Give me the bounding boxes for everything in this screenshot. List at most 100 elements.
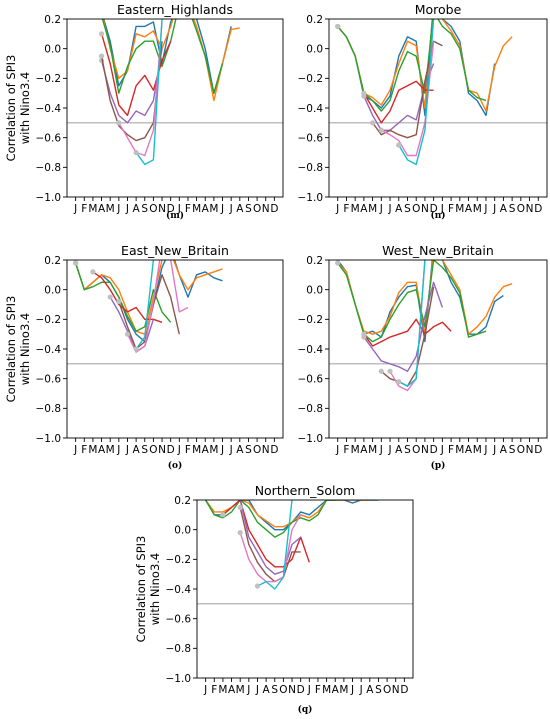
y-tick-label: 0.2 xyxy=(174,495,191,507)
y-tick-label: 0.2 xyxy=(306,14,323,26)
series-line xyxy=(398,260,426,387)
series-start-marker xyxy=(396,142,402,148)
x-tick-label: J xyxy=(203,684,207,696)
x-tick-label: M xyxy=(455,203,464,215)
series-start-marker xyxy=(90,269,96,275)
y-tick-label: 0.0 xyxy=(174,524,191,536)
x-tick-label: N xyxy=(392,684,400,696)
x-tick-label: A xyxy=(366,684,374,696)
panel-caption: (o) xyxy=(168,460,183,471)
x-tick-label: F xyxy=(343,203,349,215)
x-tick-label: A xyxy=(500,444,508,456)
x-tick-label: M xyxy=(351,203,360,215)
x-tick-label: M xyxy=(473,444,482,456)
x-tick-label: A xyxy=(360,444,368,456)
chart-panel: 0.20.0−0.2−0.4−0.6−0.8−1.0J F M A M J J A S O N D J F… xyxy=(4,243,284,471)
y-tick-label: −0.4 xyxy=(36,344,62,356)
x-tick-label: D xyxy=(534,444,542,456)
y-tick-label: −0.4 xyxy=(166,584,192,596)
x-tick-label: J xyxy=(73,444,77,456)
x-tick-label: F xyxy=(448,203,454,215)
x-tick-label: O xyxy=(279,684,287,696)
series-line xyxy=(363,281,444,372)
y-tick-label: −1.0 xyxy=(298,192,324,204)
y-axis-label: with Nino3.4 xyxy=(18,313,32,385)
y-tick-label: −0.6 xyxy=(36,373,62,385)
plot-frame xyxy=(196,499,414,679)
series-start-marker xyxy=(396,379,402,385)
panel-caption: (n) xyxy=(430,210,445,221)
x-tick-label: M xyxy=(368,203,377,215)
series-start-marker xyxy=(220,512,226,518)
series-start-marker xyxy=(335,260,341,266)
x-tick-label: F xyxy=(185,444,191,456)
x-tick-label: O xyxy=(383,684,391,696)
y-tick-label: 0.0 xyxy=(44,43,61,55)
plot-frame xyxy=(66,18,284,198)
x-tick-label: A xyxy=(465,203,473,215)
x-tick-label: J xyxy=(116,444,120,456)
x-tick-label: M xyxy=(106,444,115,456)
y-tick-label: −0.8 xyxy=(298,403,324,415)
series-start-marker xyxy=(361,93,367,99)
chart-panel: 0.20.0−0.2−0.4−0.6−0.8−1.0J F M A M J J A S O N D J F… xyxy=(4,2,284,221)
series-start-marker xyxy=(124,331,131,337)
y-tick-label: −0.8 xyxy=(166,643,192,655)
x-tick-label: O xyxy=(517,203,525,215)
x-tick-label: N xyxy=(262,444,270,456)
series-line xyxy=(204,500,336,538)
y-axis-label: Correlation of SPI3 xyxy=(4,55,18,162)
x-tick-label: J xyxy=(229,203,233,215)
y-tick-label: −0.8 xyxy=(36,403,62,415)
panel-caption: (m) xyxy=(166,210,184,221)
x-tick-label: F xyxy=(211,684,217,696)
x-tick-label: M xyxy=(209,203,218,215)
x-tick-label: O xyxy=(253,203,261,215)
x-tick-label: J xyxy=(229,444,233,456)
series-start-marker xyxy=(370,120,376,126)
y-tick-label: −0.6 xyxy=(166,613,192,625)
x-tick-label: J xyxy=(440,444,444,456)
y-axis-label: Correlation of SPI3 xyxy=(4,296,18,403)
x-tick-label: D xyxy=(167,203,175,215)
x-tick-label: J xyxy=(255,684,259,696)
x-tick-label: A xyxy=(500,203,508,215)
x-tick-label: J xyxy=(387,203,391,215)
x-tick-label: J xyxy=(125,203,129,215)
series-line xyxy=(337,19,487,112)
series-line xyxy=(101,19,224,94)
x-tick-label: D xyxy=(167,444,175,456)
x-tick-label: A xyxy=(236,444,244,456)
series-start-marker xyxy=(378,127,384,133)
series-start-marker xyxy=(116,298,122,305)
x-tick-label: D xyxy=(270,203,278,215)
x-tick-label: A xyxy=(236,203,244,215)
x-tick-label: M xyxy=(339,684,348,696)
y-tick-label: 0.2 xyxy=(306,255,323,267)
series-line xyxy=(100,41,163,142)
y-tick-label: 0.0 xyxy=(44,284,61,296)
y-tick-label: −0.2 xyxy=(298,73,324,85)
x-tick-label: M xyxy=(236,684,245,696)
series-line xyxy=(337,260,487,343)
x-tick-label: J xyxy=(177,203,181,215)
x-tick-label: J xyxy=(350,684,354,696)
series-start-marker xyxy=(98,53,105,59)
x-tick-label: M xyxy=(455,444,464,456)
x-tick-label: J xyxy=(379,444,383,456)
x-tick-label: N xyxy=(421,203,429,215)
x-tick-label: D xyxy=(534,203,542,215)
x-tick-label: A xyxy=(98,444,106,456)
x-tick-label: O xyxy=(412,203,420,215)
x-tick-label: J xyxy=(359,684,363,696)
y-tick-label: −0.6 xyxy=(298,132,324,144)
x-tick-label: S xyxy=(271,684,278,696)
series-start-marker xyxy=(73,260,79,266)
x-tick-label: S xyxy=(141,203,148,215)
x-tick-label: F xyxy=(315,684,321,696)
x-tick-label: F xyxy=(81,444,87,456)
y-tick-label: −0.6 xyxy=(298,373,324,385)
series-start-marker xyxy=(116,120,122,126)
panel-title: Northern_Solom xyxy=(255,483,356,498)
